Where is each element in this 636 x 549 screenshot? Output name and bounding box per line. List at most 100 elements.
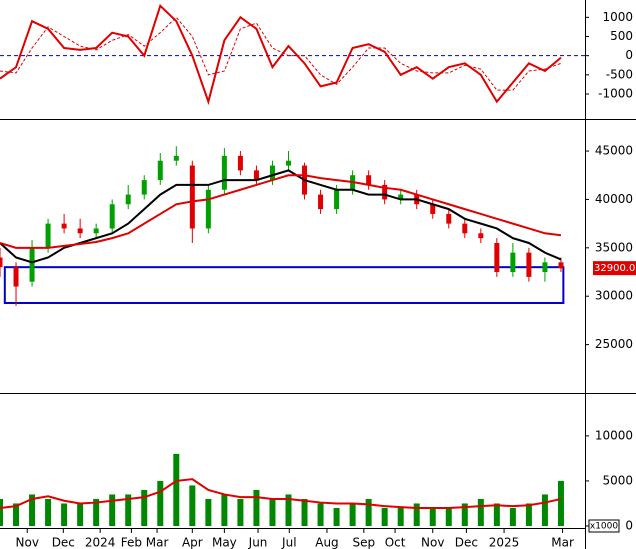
support-zone	[3, 266, 565, 304]
volume-bar	[189, 485, 196, 526]
volume-bar	[349, 503, 356, 526]
x-tick-label: 2025	[489, 536, 520, 549]
volume-bar	[109, 494, 116, 526]
volume-bar	[125, 494, 132, 526]
y-tick-label: 45000	[595, 144, 633, 158]
y-tick-label: 30000	[595, 289, 633, 303]
volume-bar	[45, 498, 52, 526]
volume-bar	[221, 494, 228, 526]
candle-body	[125, 194, 131, 205]
last-price-box	[593, 261, 636, 276]
candle-body	[109, 204, 115, 229]
candle-body	[173, 155, 179, 161]
candle-body	[141, 180, 147, 195]
volume-bar	[381, 507, 388, 526]
x-tick-label: Nov	[16, 536, 39, 549]
volume-bar	[301, 498, 308, 526]
x-tick-label: Aug	[315, 536, 338, 549]
candle-body	[366, 175, 372, 185]
y-tick-label: 35000	[595, 240, 633, 254]
candle-body	[558, 262, 564, 269]
series-line	[0, 169, 562, 264]
volume-bar	[205, 498, 212, 526]
volume-bar	[333, 507, 340, 526]
volume-bar	[0, 498, 3, 526]
x-tick-label: May	[212, 536, 237, 549]
volume-bar	[557, 480, 564, 526]
candle-body	[478, 233, 484, 239]
volume-bar	[29, 494, 36, 526]
volume-bar	[237, 498, 244, 526]
x-tick-label: Jul	[281, 536, 296, 549]
volume-bar	[461, 503, 468, 526]
y-tick-label: 40000	[595, 192, 633, 206]
y-tick-label: 0	[625, 48, 633, 62]
last-price-label: 32900.00	[594, 263, 636, 274]
series-line	[0, 4, 562, 106]
volume-bar	[365, 498, 372, 526]
y-tick-label: 0	[625, 519, 633, 533]
candle-body	[205, 189, 211, 229]
volume-bar	[317, 503, 324, 526]
candle-body	[510, 252, 516, 273]
volume-bar	[429, 507, 436, 526]
volume-bar	[269, 498, 276, 526]
series-line	[0, 174, 562, 249]
volume-bar	[93, 498, 100, 526]
candle-body	[526, 252, 532, 277]
candle-body	[221, 155, 227, 190]
candle-body	[45, 223, 51, 248]
unit-label: x1000	[590, 522, 619, 532]
y-tick-label: -500	[606, 67, 633, 81]
volume-bar	[253, 489, 260, 526]
x-tick-label: Apr	[182, 536, 203, 549]
y-tick-label: 25000	[595, 337, 633, 351]
volume-bar	[397, 507, 404, 526]
candle-body	[253, 170, 259, 181]
x-tick-label: Dec	[52, 536, 75, 549]
series-line	[0, 16, 562, 91]
candle-body	[430, 204, 436, 214]
candle-body	[462, 223, 468, 234]
candle-body	[77, 228, 83, 234]
volume-bar	[13, 503, 20, 526]
candle-body	[29, 247, 35, 282]
volume-bar	[445, 507, 452, 526]
x-tick-label: Nov	[421, 536, 444, 549]
volume-bar	[77, 503, 84, 526]
x-tick-label: 2024	[85, 536, 116, 549]
y-tick-label: 500	[610, 29, 633, 43]
candle-body	[382, 184, 388, 200]
volume-bar	[61, 503, 68, 526]
candle-body	[157, 160, 163, 181]
volume-bar	[525, 503, 532, 526]
x-tick-label: Mar	[146, 536, 169, 549]
candle-body	[269, 165, 275, 181]
candle-body	[398, 194, 404, 200]
volume-bar	[413, 503, 420, 526]
y-tick-label: 5000	[602, 473, 633, 487]
volume-bar	[141, 489, 148, 526]
y-tick-label: 1000	[602, 10, 633, 24]
candle-body	[61, 223, 67, 229]
y-tick-label: -1000	[598, 87, 633, 101]
candle-body	[494, 242, 500, 273]
x-tick-label: Feb	[121, 536, 142, 549]
volume-bar	[541, 494, 548, 526]
volume-bar	[493, 503, 500, 526]
x-tick-label: Sep	[353, 536, 376, 549]
series-line	[0, 478, 562, 509]
volume-bar	[285, 494, 292, 526]
x-tick-label: Oct	[385, 536, 406, 549]
volume-bar	[173, 453, 180, 526]
x-tick-label: Mar	[551, 536, 574, 549]
candle-body	[334, 189, 340, 210]
unit-box	[588, 519, 620, 533]
candle-body	[93, 228, 99, 234]
volume-bar	[157, 480, 164, 526]
volume-bar	[509, 507, 516, 526]
candle-body	[318, 194, 324, 210]
candle-body	[0, 257, 3, 268]
x-tick-label: Jun	[248, 536, 268, 549]
